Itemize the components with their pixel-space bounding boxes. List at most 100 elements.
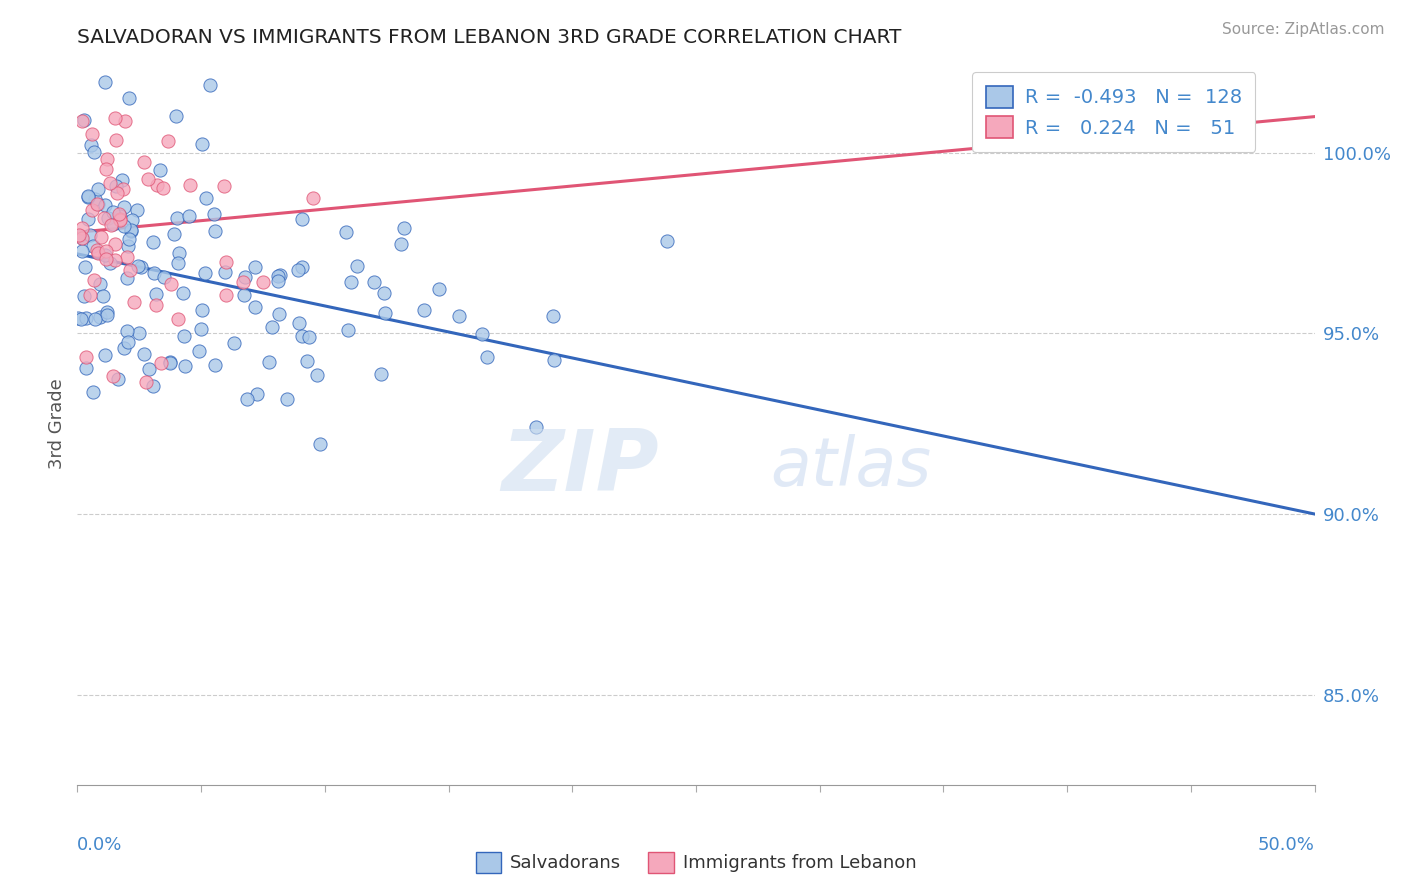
Point	[413, 303, 436, 318]
Y-axis label: 3rd Grade: 3rd Grade	[48, 378, 66, 469]
Point	[302, 191, 325, 205]
Point	[370, 367, 392, 381]
Point	[79, 288, 101, 302]
Point	[110, 209, 132, 223]
Point	[224, 336, 246, 351]
Point	[107, 186, 129, 201]
Point	[87, 246, 110, 260]
Point	[118, 232, 141, 246]
Point	[115, 324, 138, 338]
Point	[167, 312, 190, 326]
Point	[298, 330, 321, 344]
Point	[143, 266, 166, 280]
Point	[374, 306, 396, 320]
Point	[122, 294, 145, 309]
Point	[89, 277, 111, 291]
Point	[98, 255, 121, 269]
Point	[134, 347, 156, 361]
Point	[104, 111, 127, 125]
Point	[120, 223, 142, 237]
Point	[118, 263, 141, 277]
Point	[90, 230, 112, 244]
Point	[115, 250, 138, 264]
Point	[86, 244, 108, 258]
Point	[76, 190, 98, 204]
Point	[118, 90, 141, 104]
Point	[82, 127, 104, 141]
Point	[215, 287, 238, 301]
Point	[212, 178, 235, 193]
Point	[117, 239, 139, 253]
Point	[132, 154, 155, 169]
Point	[94, 162, 117, 177]
Point	[276, 392, 298, 407]
Point	[67, 227, 90, 242]
Point	[75, 350, 97, 364]
Point	[245, 387, 267, 401]
Point	[233, 287, 256, 301]
Point	[657, 234, 679, 248]
Point	[100, 219, 122, 233]
Point	[146, 178, 169, 193]
Point	[173, 328, 195, 343]
Point	[541, 309, 564, 323]
Point	[96, 305, 118, 319]
Point	[127, 259, 149, 273]
Text: Source: ZipAtlas.com: Source: ZipAtlas.com	[1222, 22, 1385, 37]
Point	[91, 288, 114, 302]
Point	[297, 354, 319, 368]
Point	[111, 172, 134, 186]
Point	[120, 224, 142, 238]
Point	[142, 235, 165, 249]
Point	[86, 197, 108, 211]
Point	[335, 225, 357, 239]
Point	[83, 311, 105, 326]
Point	[70, 220, 93, 235]
Point	[373, 286, 395, 301]
Point	[290, 329, 312, 343]
Point	[245, 301, 267, 315]
Point	[136, 172, 159, 186]
Point	[93, 248, 115, 262]
Point	[80, 203, 103, 218]
Point	[291, 212, 314, 227]
Point	[363, 275, 385, 289]
Point	[524, 420, 547, 434]
Point	[75, 310, 97, 325]
Point	[188, 344, 211, 359]
Point	[76, 189, 98, 203]
Point	[309, 436, 332, 450]
Point	[204, 224, 226, 238]
Point	[70, 114, 93, 128]
Point	[73, 289, 96, 303]
Text: ZIP: ZIP	[501, 425, 659, 508]
Point	[129, 260, 152, 274]
Point	[149, 163, 172, 178]
Point	[252, 275, 274, 289]
Text: SALVADORAN VS IMMIGRANTS FROM LEBANON 3RD GRADE CORRELATION CHART: SALVADORAN VS IMMIGRANTS FROM LEBANON 3R…	[77, 28, 901, 47]
Point	[287, 263, 309, 277]
Point	[267, 269, 290, 284]
Point	[166, 211, 188, 226]
Point	[104, 253, 127, 268]
Point	[103, 236, 125, 251]
Point	[112, 182, 135, 196]
Point	[69, 311, 91, 326]
Point	[75, 260, 97, 275]
Point	[135, 375, 157, 389]
Point	[76, 360, 98, 375]
Point	[145, 286, 167, 301]
Point	[190, 303, 212, 318]
Point	[236, 392, 259, 406]
Point	[105, 133, 128, 147]
Point	[449, 309, 471, 323]
Point	[112, 219, 135, 234]
Point	[101, 368, 124, 383]
Text: atlas: atlas	[770, 434, 931, 500]
Point	[112, 200, 135, 214]
Point	[72, 113, 94, 128]
Point	[67, 311, 90, 326]
Point	[112, 341, 135, 355]
Point	[82, 239, 104, 253]
Point	[190, 322, 212, 336]
